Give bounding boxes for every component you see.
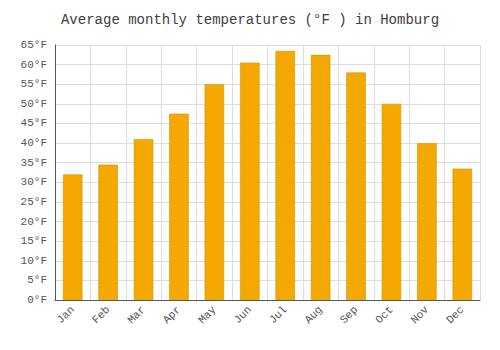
svg-text:50°F: 50°F xyxy=(21,98,47,110)
svg-text:60°F: 60°F xyxy=(21,59,47,71)
svg-text:20°F: 20°F xyxy=(21,216,47,228)
svg-text:35°F: 35°F xyxy=(21,157,47,169)
svg-text:Mar: Mar xyxy=(125,304,147,326)
svg-text:Oct: Oct xyxy=(373,304,395,326)
svg-text:0°F: 0°F xyxy=(27,294,47,306)
svg-text:Nov: Nov xyxy=(409,303,432,326)
svg-text:25°F: 25°F xyxy=(21,196,47,208)
svg-text:30°F: 30°F xyxy=(21,176,47,188)
svg-text:10°F: 10°F xyxy=(21,255,47,267)
svg-text:5°F: 5°F xyxy=(27,274,47,286)
svg-text:Jan: Jan xyxy=(54,304,76,326)
svg-text:Jun: Jun xyxy=(232,304,254,326)
svg-text:45°F: 45°F xyxy=(21,117,47,129)
svg-text:40°F: 40°F xyxy=(21,137,47,149)
svg-text:Apr: Apr xyxy=(161,304,183,326)
svg-text:Aug: Aug xyxy=(302,304,324,326)
svg-text:Feb: Feb xyxy=(90,304,112,326)
svg-text:Dec: Dec xyxy=(444,304,466,326)
svg-text:Sep: Sep xyxy=(338,304,360,326)
svg-text:65°F: 65°F xyxy=(21,39,47,51)
svg-text:15°F: 15°F xyxy=(21,235,47,247)
svg-text:May: May xyxy=(196,303,219,326)
svg-text:55°F: 55°F xyxy=(21,78,47,90)
svg-text:Jul: Jul xyxy=(267,304,289,326)
svg-text:Average monthly temperatures (: Average monthly temperatures (°F ) in Ho… xyxy=(61,12,439,28)
